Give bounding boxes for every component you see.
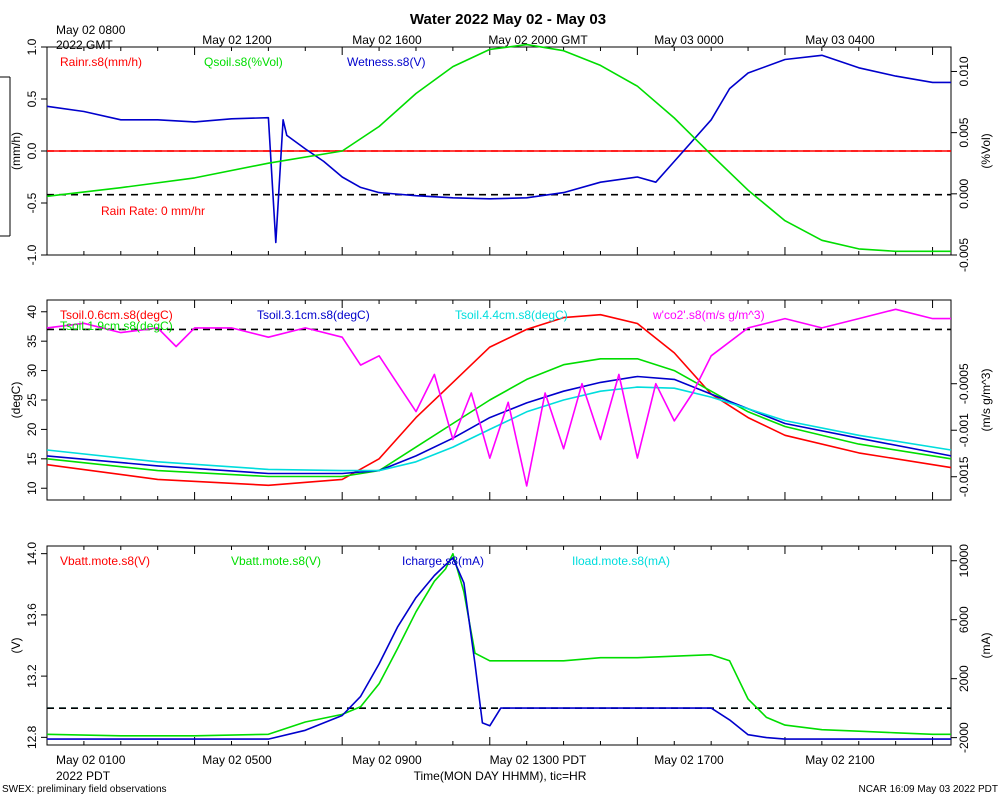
y-tick-label: 35 — [25, 334, 39, 348]
legend-entry: Tsoil.4.4cm.s8(degC) — [455, 308, 568, 322]
legend-entry: Vbatt.mote.s8(V) — [60, 554, 150, 568]
top-axis-tick-label: May 02 2000 GMT — [488, 33, 588, 47]
bottom-axis-tick-label: May 02 0500 — [202, 753, 272, 767]
series-line-w-co2-s8 — [46, 308, 951, 487]
legend-entry: Tsoil.0.6cm.s8(degC) — [60, 308, 173, 322]
bottom-axis-first-label-line1: May 02 0100 — [56, 753, 126, 767]
chart-title: Water 2022 May 02 - May 03 — [410, 11, 606, 28]
top-axis-tick-labels: May 02 1200 May 02 1600 May 02 2000 GMT May… — [202, 33, 875, 47]
panel-annotation: Rain Rate: 0 mm/hr — [101, 204, 205, 218]
y-axis-label: (degC) — [9, 382, 23, 419]
series-line-tsoil-0-6cm-s8 — [46, 313, 952, 487]
panel-tsoil: 40 35 30 25 20 15 10 -0.0005 -0.001 -0.0015 (degC)… — [9, 299, 993, 501]
legend-entry: w'co2'.s8(m/s g/m^3) — [652, 308, 765, 322]
top-axis-first-label-line1: May 02 0800 — [56, 23, 126, 37]
y-right-tick-label: 0.005 — [957, 117, 971, 147]
y-tick-label: -0.5 — [25, 192, 39, 213]
y-tick-label: 15 — [25, 452, 39, 466]
y-right-tick-label: 0.010 — [957, 56, 971, 86]
bottom-axis-tick-label: May 02 2100 — [805, 753, 875, 767]
bottom-axis-tick-label: May 02 1300 PDT — [490, 753, 587, 767]
top-axis-tick-label: May 03 0000 — [654, 33, 724, 47]
panel-power: 14.0 13.6 13.2 12.8 10000 6000 2000 -2000 (V) (mA… — [9, 542, 993, 753]
y-right-tick-label: -0.001 — [957, 413, 971, 447]
legend-entry: Iload.mote.s8(mA) — [572, 554, 670, 568]
y-tick-label: 30 — [25, 364, 39, 378]
y-right-axis-label: (mA) — [979, 633, 993, 659]
legend-entry: Rainr.s8(mm/h) — [60, 55, 142, 69]
y-tick-label: 14.0 — [25, 542, 39, 566]
panel-frame — [46, 545, 952, 746]
y-right-tick-label: -0.0005 — [957, 363, 971, 404]
y-right-tick-label: -0.005 — [957, 238, 971, 272]
top-axis-tick-label: May 03 0400 — [805, 33, 875, 47]
bottom-axis-tick-labels: May 02 0100 May 02 0500 May 02 0900 May 02 … — [56, 753, 875, 767]
y-right-tick-label: 2000 — [957, 665, 971, 692]
y-tick-label: 40 — [25, 305, 39, 319]
y-tick-label: -1.0 — [25, 244, 39, 265]
legend-entry: Wetness.s8(V) — [347, 55, 425, 69]
series-line-icharge-s8 — [47, 557, 951, 740]
y-right-tick-label: -0.0015 — [957, 456, 971, 497]
y-tick-label: 10 — [25, 481, 39, 495]
y-right-tick-label: 10000 — [957, 544, 971, 578]
legend-entry: Tsoil.1.9cm.s8(degC) — [60, 319, 173, 333]
y-tick-label: 13.2 — [25, 664, 39, 688]
legend-entry: Qsoil.s8(%Vol) — [204, 55, 283, 69]
y-tick-label: 13.6 — [25, 603, 39, 627]
footer-right-note: NCAR 16:09 May 03 2022 PDT — [858, 784, 998, 795]
series-line-tsoil-1-9cm-s8 — [46, 358, 952, 478]
y-tick-label: 0.5 — [25, 90, 39, 107]
bottom-axis-tick-label: May 02 0900 — [352, 753, 422, 767]
y-right-tick-label: -2000 — [957, 722, 971, 753]
bottom-axis-tick-label: May 02 1700 — [654, 753, 724, 767]
y-right-tick-label: 0.000 — [957, 178, 971, 208]
y-tick-label: 20 — [25, 422, 39, 436]
y-right-tick-label: 6000 — [957, 606, 971, 633]
series-line-qsoil-s8 — [46, 43, 951, 253]
panel-water: 1.0 0.5 0.0 -0.5 -1.0 0.010 0.005 0.000 -0.005 (m… — [9, 38, 993, 272]
y-axis-label: (V) — [9, 638, 23, 654]
top-axis-tick-label: May 02 1600 — [352, 33, 422, 47]
series-line-wetness-s8 — [46, 54, 951, 244]
chart-panels: 1.0 0.5 0.0 -0.5 -1.0 0.010 0.005 0.000 -0.005 (m… — [9, 38, 993, 753]
y-right-axis-label: (m/s g/m^3) — [979, 369, 993, 432]
y-axis-label: (mm/h) — [9, 132, 23, 170]
series-line-tsoil-4-4cm-s8 — [46, 386, 952, 472]
bottom-axis-first-label-line2: 2022 PDT — [56, 769, 111, 783]
y-right-axis-label: (%Vol) — [979, 133, 993, 168]
legend-entry: Icharge.s8(mA) — [402, 554, 484, 568]
y-tick-label: 25 — [25, 393, 39, 407]
y-tick-label: 12.8 — [25, 725, 39, 749]
legend-entry: Tsoil.3.1cm.s8(degC) — [257, 308, 370, 322]
footer-left-note: SWEX: preliminary field observations — [2, 784, 167, 795]
x-axis-label: Time(MON DAY HHMM), tic=HR — [414, 769, 587, 783]
top-axis-first-label-line2: 2022 GMT — [56, 38, 113, 52]
y-tick-label: 1.0 — [25, 38, 39, 55]
y-tick-label: 0.0 — [25, 142, 39, 159]
legend-entry: Vbatt.mote.s8(V) — [231, 554, 321, 568]
top-axis-tick-label: May 02 1200 — [202, 33, 272, 47]
